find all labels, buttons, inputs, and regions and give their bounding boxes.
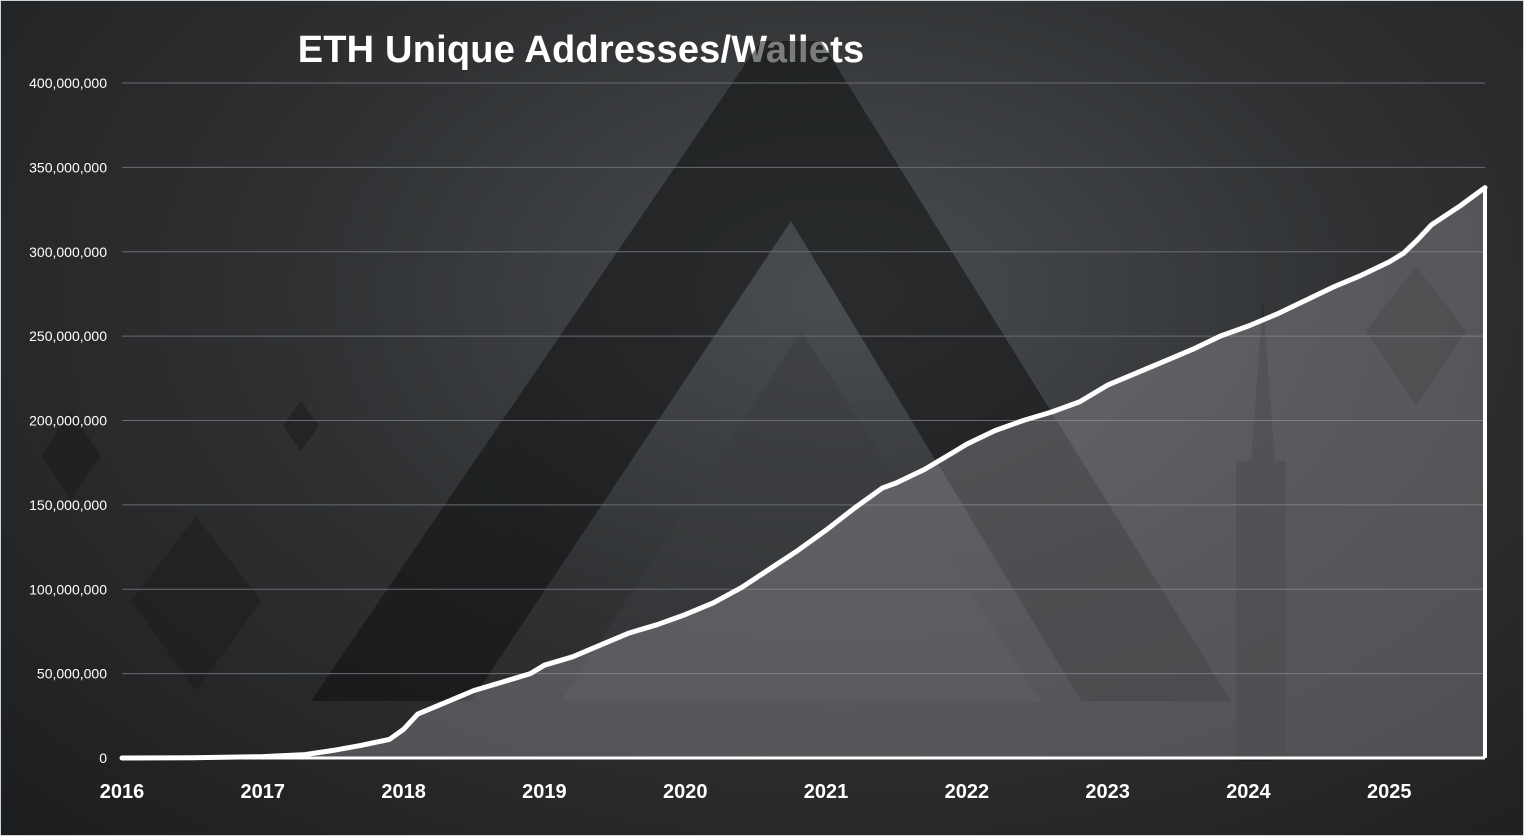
- data-point: [951, 451, 955, 455]
- data-point: [1303, 299, 1307, 303]
- data-point: [965, 442, 969, 446]
- data-point: [711, 601, 715, 605]
- data-point: [1483, 186, 1487, 190]
- data-point: [768, 567, 772, 571]
- data-point: [923, 467, 927, 471]
- data-point: [1021, 419, 1025, 422]
- data-point: [1387, 260, 1391, 264]
- x-tick-label: 2018: [381, 781, 426, 803]
- x-tick-label: 2022: [945, 781, 990, 803]
- data-point: [571, 655, 575, 659]
- data-point: [1246, 324, 1250, 328]
- data-point: [120, 756, 124, 760]
- x-tick-label: 2024: [1226, 781, 1271, 803]
- data-point: [1190, 348, 1194, 352]
- data-point: [880, 486, 884, 490]
- data-point: [627, 631, 631, 635]
- data-point: [542, 663, 546, 667]
- y-tick-label: 50,000,000: [37, 666, 107, 682]
- x-tick-label: 2017: [241, 781, 286, 803]
- x-tick-label: 2016: [100, 781, 145, 803]
- data-point: [1415, 238, 1419, 242]
- data-point: [1429, 223, 1433, 227]
- data-point: [1458, 204, 1462, 208]
- data-point: [796, 548, 800, 552]
- area-fill: [122, 187, 1485, 759]
- data-point: [852, 506, 856, 510]
- x-tick-label: 2021: [804, 781, 849, 803]
- area-series: [119, 185, 1488, 761]
- data-point: [1359, 273, 1363, 277]
- data-point: [388, 737, 392, 741]
- data-point: [402, 727, 406, 731]
- data-point: [1331, 285, 1335, 289]
- x-tick-label: 2025: [1367, 781, 1412, 803]
- data-point: [1077, 400, 1081, 404]
- data-point: [894, 481, 898, 485]
- data-point: [359, 743, 363, 747]
- data-point: [416, 712, 420, 716]
- x-axis: 2016 2017 2018 2019 2020 2021 2022 2023 2024 2025: [100, 781, 1412, 803]
- data-point: [472, 689, 476, 692]
- data-point: [1049, 410, 1053, 414]
- data-point: [303, 753, 307, 757]
- data-point: [655, 623, 659, 627]
- data-point: [1134, 371, 1138, 375]
- data-point: [599, 643, 603, 647]
- data-point: [331, 748, 335, 752]
- y-axis: 400,000,000 350,000,000 300,000,000 250,000…: [29, 75, 107, 766]
- data-point: [528, 672, 532, 676]
- data-point: [500, 680, 504, 684]
- x-tick-label: 2019: [522, 781, 567, 803]
- data-point: [1218, 334, 1222, 338]
- y-tick-label: 0: [99, 750, 107, 766]
- data-point: [740, 586, 744, 590]
- series-line: [119, 185, 1488, 761]
- data-point: [190, 756, 194, 760]
- y-tick-label: 100,000,000: [29, 581, 107, 597]
- y-tick-label: 200,000,000: [29, 413, 107, 429]
- data-point: [1162, 359, 1166, 363]
- y-tick-label: 400,000,000: [29, 75, 107, 91]
- data-point: [824, 528, 828, 532]
- gridlines: [122, 82, 1485, 675]
- y-tick-label: 300,000,000: [29, 244, 107, 260]
- y-tick-label: 250,000,000: [29, 328, 107, 344]
- data-point: [993, 429, 997, 433]
- y-tick-label: 150,000,000: [29, 497, 107, 513]
- data-point: [1401, 251, 1405, 255]
- x-tick-label: 2020: [663, 781, 708, 803]
- x-tick-label: 2023: [1085, 781, 1130, 803]
- data-point: [1106, 383, 1110, 387]
- data-point: [1275, 312, 1279, 316]
- y-tick-label: 350,000,000: [29, 159, 107, 175]
- data-point: [261, 755, 265, 759]
- data-point: [444, 700, 448, 704]
- data-point: [683, 613, 687, 617]
